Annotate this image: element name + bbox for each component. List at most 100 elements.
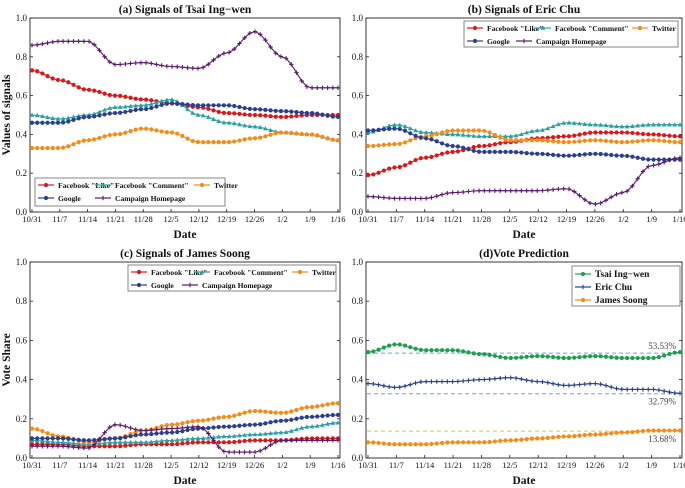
data-point bbox=[164, 97, 170, 102]
data-point bbox=[35, 436, 40, 441]
data-point bbox=[226, 139, 232, 145]
y-tick-label: 0.2 bbox=[352, 168, 363, 178]
series-facebook-like bbox=[29, 436, 341, 449]
data-point bbox=[50, 444, 55, 449]
data-point bbox=[190, 426, 195, 432]
data-point bbox=[513, 375, 519, 381]
data-point bbox=[252, 107, 258, 112]
data-point bbox=[195, 424, 201, 429]
data-point bbox=[619, 124, 625, 129]
data-point bbox=[487, 133, 493, 139]
data-point bbox=[102, 430, 107, 435]
data-point bbox=[55, 120, 61, 125]
data-point bbox=[371, 349, 376, 354]
data-point bbox=[190, 419, 195, 424]
data-point bbox=[201, 140, 206, 145]
data-point bbox=[408, 442, 413, 447]
data-point bbox=[200, 426, 206, 431]
data-point bbox=[205, 435, 211, 440]
data-point bbox=[325, 438, 330, 443]
legend-swatch-marker bbox=[297, 269, 303, 275]
data-point bbox=[226, 424, 232, 429]
data-point bbox=[45, 40, 50, 46]
data-point bbox=[294, 113, 299, 119]
data-point bbox=[455, 149, 460, 154]
data-point bbox=[603, 130, 609, 135]
data-point bbox=[667, 351, 672, 357]
data-point bbox=[418, 379, 424, 385]
reference-label: 32.79% bbox=[648, 397, 676, 407]
data-point bbox=[529, 378, 535, 384]
data-point bbox=[247, 422, 252, 427]
data-point bbox=[508, 138, 513, 143]
data-point bbox=[545, 126, 551, 131]
data-point bbox=[185, 106, 190, 112]
data-point bbox=[55, 145, 61, 151]
data-point bbox=[482, 128, 487, 133]
series-line bbox=[31, 31, 338, 89]
data-point bbox=[545, 380, 550, 385]
data-point bbox=[471, 440, 476, 445]
data-point bbox=[258, 113, 263, 118]
data-point bbox=[566, 434, 572, 439]
chart-title: (a) Signals of Tsai Ing−wen bbox=[119, 4, 252, 16]
legend: Facebook "Like" Facebook "Comment" Twitter… bbox=[34, 177, 239, 207]
data-point bbox=[71, 142, 76, 147]
data-point bbox=[455, 128, 460, 133]
data-point bbox=[284, 114, 289, 119]
data-point bbox=[572, 433, 577, 439]
data-point bbox=[133, 107, 138, 112]
data-point bbox=[492, 376, 498, 381]
data-point bbox=[598, 432, 603, 437]
data-point bbox=[429, 379, 434, 384]
data-point bbox=[268, 410, 273, 415]
data-point bbox=[45, 145, 50, 151]
data-point bbox=[226, 414, 232, 419]
data-point bbox=[262, 126, 268, 131]
data-point bbox=[226, 120, 232, 125]
data-point bbox=[566, 153, 572, 158]
data-point bbox=[112, 62, 118, 67]
data-point bbox=[102, 54, 107, 59]
legend-swatch-marker bbox=[100, 182, 106, 187]
data-point bbox=[102, 112, 107, 117]
data-point bbox=[651, 138, 656, 143]
data-point bbox=[117, 104, 123, 109]
data-point bbox=[677, 140, 683, 145]
data-point bbox=[461, 128, 466, 133]
data-point bbox=[656, 132, 661, 137]
data-point bbox=[540, 436, 545, 441]
data-point bbox=[392, 122, 397, 127]
data-point bbox=[175, 101, 180, 106]
data-point bbox=[263, 134, 268, 139]
data-point bbox=[672, 428, 677, 433]
data-point bbox=[175, 64, 180, 69]
data-point bbox=[529, 138, 535, 143]
data-point bbox=[397, 122, 403, 127]
data-point bbox=[450, 348, 455, 353]
data-point bbox=[309, 132, 315, 137]
data-point bbox=[195, 103, 201, 108]
data-point bbox=[226, 440, 232, 445]
data-point bbox=[252, 422, 258, 427]
data-point bbox=[423, 130, 429, 135]
data-point bbox=[76, 445, 81, 450]
data-point bbox=[71, 117, 76, 123]
data-point bbox=[624, 387, 630, 392]
data-point bbox=[445, 191, 450, 196]
data-point bbox=[429, 441, 434, 447]
data-point bbox=[455, 132, 461, 137]
data-point bbox=[206, 417, 211, 422]
data-point bbox=[609, 194, 614, 200]
chart-title: (d)Vote Prediction bbox=[479, 248, 569, 260]
data-point bbox=[450, 128, 455, 133]
y-tick-label: 0.4 bbox=[16, 375, 28, 385]
data-point bbox=[61, 78, 66, 83]
data-point bbox=[309, 424, 315, 429]
data-point bbox=[112, 422, 118, 427]
data-point bbox=[335, 114, 341, 120]
data-point bbox=[561, 140, 566, 145]
x-tick-label: 10/31 bbox=[22, 214, 41, 224]
data-point bbox=[123, 94, 128, 99]
data-point bbox=[577, 152, 582, 157]
